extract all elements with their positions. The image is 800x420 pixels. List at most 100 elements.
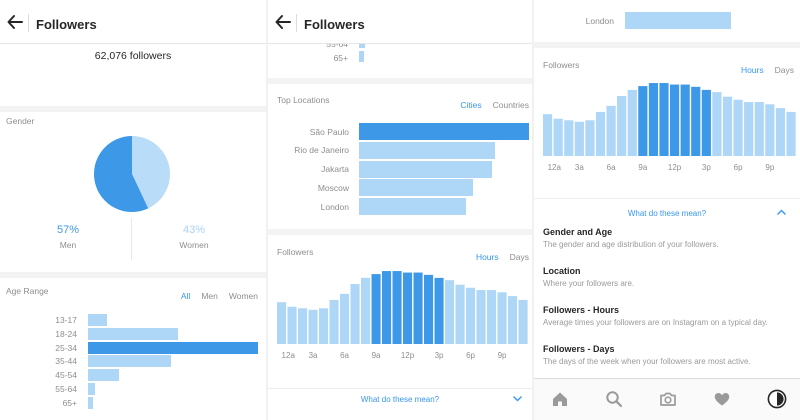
hour-tick-label: 9a <box>638 163 647 172</box>
women-label: Women <box>179 240 209 250</box>
followers-tabs: Hours Days <box>465 247 529 265</box>
gender-divider <box>131 218 132 260</box>
location-row-label: London <box>585 16 614 26</box>
title-divider <box>296 14 297 32</box>
profile-icon[interactable] <box>767 389 787 409</box>
location-bar <box>625 12 731 29</box>
hour-tick-label: 3a <box>309 351 318 360</box>
hour-bar <box>340 293 350 344</box>
hour-bar <box>744 102 754 156</box>
hour-bar <box>487 290 497 344</box>
location-bar <box>359 160 492 178</box>
tab-cities[interactable]: Cities <box>460 100 482 110</box>
age-row-label: 55-64 <box>326 39 348 49</box>
hour-tick-label: 6a <box>340 351 349 360</box>
hour-tick-label: 3a <box>575 163 584 172</box>
heart-icon[interactable] <box>713 390 731 408</box>
divider <box>268 388 532 389</box>
search-icon[interactable] <box>605 390 623 408</box>
location-bar <box>359 141 495 159</box>
location-bar <box>359 123 529 140</box>
divider <box>534 198 800 199</box>
hour-bar <box>595 111 606 156</box>
hour-tick-label: 12p <box>668 163 682 172</box>
help-desc-followers-days: The days of the week when your followers… <box>543 357 751 366</box>
followers-tabs: Hours Days <box>730 60 794 78</box>
hour-tick-label: 9a <box>372 351 381 360</box>
hour-bar <box>659 83 669 156</box>
help-desc-gender-age: The gender and age distribution of your … <box>543 240 719 249</box>
hour-bar <box>413 272 423 344</box>
pie-slice-men <box>93 136 149 212</box>
hour-bar <box>392 271 402 344</box>
tab-hours[interactable]: Hours <box>475 252 499 262</box>
age-row-label: 55-64 <box>55 384 77 394</box>
chevron-down-icon[interactable] <box>512 394 523 403</box>
followers-count: 62,076 followers <box>94 50 172 62</box>
tab-days[interactable]: Days <box>774 65 794 75</box>
hour-bar <box>424 274 434 344</box>
hour-bar <box>361 277 371 344</box>
tab-days[interactable]: Days <box>509 252 529 262</box>
home-icon[interactable] <box>551 390 569 408</box>
help-title-gender-age: Gender and Age <box>543 227 613 237</box>
tab-hours[interactable]: Hours <box>740 65 764 75</box>
hour-bar <box>627 89 637 156</box>
age-range-label: Age Range <box>6 286 49 296</box>
page-title: Followers <box>36 17 97 32</box>
back-arrow-icon[interactable] <box>274 13 292 31</box>
hour-bar <box>287 306 297 344</box>
followers-insights-panel-1: Followers 62,076 followers Gender 57% Me… <box>0 0 266 420</box>
hour-bar <box>277 302 287 344</box>
what-do-these-mean-link[interactable]: What do these mean? <box>627 209 707 218</box>
hour-bar <box>733 99 743 156</box>
followers-hours-chart: 12a 3a 6a 9a 12p 3p 6p 9p <box>277 271 528 360</box>
hour-bar <box>445 280 455 344</box>
chevron-up-icon[interactable] <box>776 208 787 217</box>
tab-men[interactable]: Men <box>201 291 218 301</box>
age-bar <box>88 314 107 326</box>
age-bar <box>88 327 179 340</box>
hour-tick-label: 12p <box>401 351 415 360</box>
age-bar <box>359 51 364 62</box>
hour-tick-label: 3p <box>435 351 444 360</box>
hour-bar <box>298 308 308 344</box>
hour-bar <box>497 292 507 344</box>
what-do-these-mean-link[interactable]: What do these mean? <box>360 395 440 404</box>
panel-separator <box>266 0 268 420</box>
hour-tick-label: 6a <box>607 163 616 172</box>
age-row-label: 25-34 <box>55 342 77 353</box>
age-bar <box>88 383 95 395</box>
tab-all[interactable]: All <box>180 291 191 301</box>
hour-tick-label: 9p <box>765 163 774 172</box>
back-arrow-icon[interactable] <box>6 13 24 31</box>
section-divider <box>534 42 800 48</box>
hour-bar <box>371 274 381 344</box>
hour-bar <box>712 92 722 156</box>
tab-countries[interactable]: Countries <box>492 100 529 110</box>
age-bar <box>88 369 119 382</box>
age-bar <box>88 341 258 354</box>
age-row-label: 35-44 <box>55 356 77 367</box>
section-divider <box>0 106 266 112</box>
hour-bar <box>648 83 659 156</box>
hour-tick-label: 12a <box>282 351 296 360</box>
age-row-label: 13-17 <box>55 315 77 325</box>
hour-bar <box>691 86 701 156</box>
hour-bar <box>617 95 627 156</box>
hour-bar <box>518 299 528 344</box>
tab-women[interactable]: Women <box>228 291 258 301</box>
hour-bar <box>319 308 329 344</box>
followers-insights-panel-2: 55-64 65+ Followers Top Locations Cities… <box>268 0 532 420</box>
help-desc-followers-hours: Average times your followers are on Inst… <box>543 318 768 327</box>
hour-tick-label: 3p <box>702 163 711 172</box>
hour-bar <box>508 296 518 344</box>
camera-icon[interactable] <box>659 390 677 408</box>
bottom-nav-bar <box>534 378 800 420</box>
help-desc-location: Where your followers are. <box>543 279 635 288</box>
gender-pie-chart <box>93 136 170 212</box>
hour-bar <box>765 104 775 156</box>
hour-tick-label: 6p <box>734 163 743 172</box>
gender-label: Gender <box>6 116 35 126</box>
hour-bar <box>543 114 553 156</box>
